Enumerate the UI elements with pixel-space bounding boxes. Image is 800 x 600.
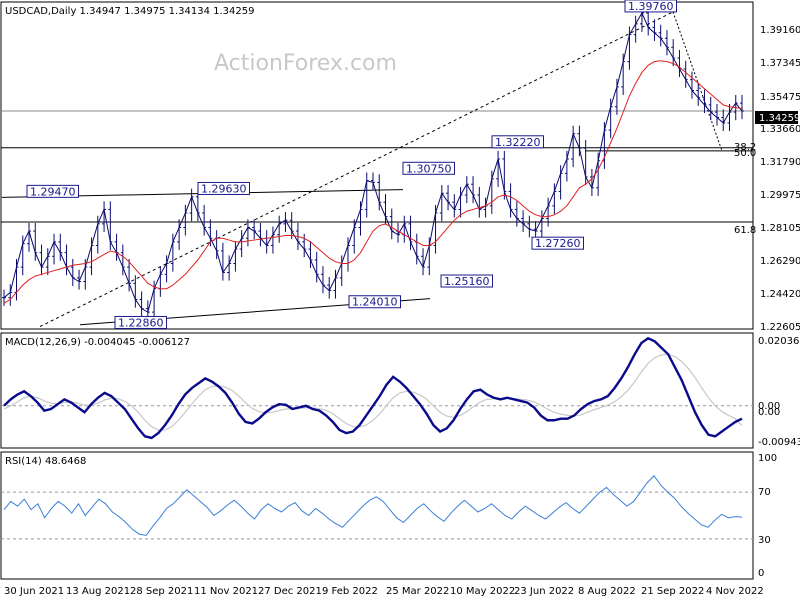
x-tick: 21 Sep 2022 [641, 586, 704, 597]
macd-signal-line [3, 353, 743, 431]
x-tick: 28 Sep 2021 [130, 586, 193, 597]
moving-average-line [3, 60, 743, 304]
fib-label-50: 50.0 [734, 148, 756, 159]
price-annotation-box [440, 274, 493, 288]
macd-plot [1, 336, 753, 440]
price-annotation-label: 1.27260 [535, 237, 581, 250]
macd-tick: -0.009438 [758, 437, 800, 448]
price-annotation-box [624, 0, 677, 13]
price-annotation-box [531, 236, 584, 250]
price-annotation-label: 1.25160 [444, 275, 490, 288]
rsi-tick: 100 [758, 453, 777, 464]
rsi-tick: 30 [758, 535, 771, 546]
price-tick: 1.28105 [760, 223, 800, 234]
fib-label-61: 61.8 [734, 225, 756, 236]
price-annotation-label: 1.22860 [118, 316, 164, 329]
watermark: ActionForex.com [214, 51, 397, 76]
price-tick: 1.24420 [760, 289, 800, 300]
rsi-line [3, 474, 743, 536]
macd-tick: 0.00 [758, 401, 780, 412]
price-tick: 1.33660 [760, 124, 800, 135]
fib-retracement-line [672, 11, 723, 152]
price-header: USDCAD,Daily 1.34947 1.34975 1.34134 1.3… [5, 6, 255, 17]
x-tick: 8 Aug 2022 [578, 586, 636, 597]
price-annotation-label: 1.30750 [406, 162, 452, 175]
rsi-tick: 0 [758, 568, 764, 579]
price-annotation-box [114, 315, 167, 329]
price-tick: 1.29975 [760, 190, 800, 201]
macd-line [3, 336, 743, 440]
x-tick: 23 Jun 2022 [514, 586, 574, 597]
dashed-trendline [39, 11, 674, 328]
price-annotation-box [402, 161, 455, 175]
price-tick: 1.22605 [760, 322, 800, 333]
rsi-header: RSI(14) 48.6468 [5, 456, 86, 467]
price-annotation-box [26, 184, 79, 198]
macd-header: MACD(12,26,9) -0.004045 -0.006127 [5, 337, 190, 348]
x-tick: 4 Nov 2022 [706, 586, 764, 597]
price-tick: 1.35475 [760, 92, 800, 103]
x-tick: 25 Mar 2022 [386, 586, 449, 597]
price-tick: 1.37345 [760, 58, 800, 69]
price-annotation-label: 1.29470 [30, 185, 76, 198]
price-annotation-label: 1.29630 [201, 182, 247, 195]
price-annotation-box [197, 181, 250, 195]
x-tick: 9 Feb 2022 [322, 586, 378, 597]
rsi-plot [1, 474, 753, 540]
x-tick: 27 Dec 2021 [258, 586, 322, 597]
current-price-label: 1.34259 [759, 113, 800, 124]
price-annotation-label: 1.39760 [628, 0, 674, 13]
price-annotation-label: 1.32220 [495, 136, 541, 149]
fib-label-38: 38.2 [734, 142, 756, 153]
price-panel-frame [0, 1, 754, 330]
macd-tick: 0.02036 [758, 336, 799, 347]
price-tick: 1.39160 [760, 25, 800, 36]
price-tick: 1.31790 [760, 157, 800, 168]
price-bars [2, 4, 744, 321]
price-annotations: 1.39760 1.32220 1.30750 1.29630 1.29470 1.272… [26, 0, 677, 329]
price-annotation-box [491, 135, 544, 149]
price-tick: 1.26290 [760, 256, 800, 267]
price-close-line [3, 11, 743, 313]
price-annotation-label: 1.24010 [352, 296, 398, 309]
macd-panel-frame [0, 332, 754, 449]
x-tick: 11 Nov 2021 [194, 586, 258, 597]
current-price-badge [755, 111, 798, 124]
macd-tick: 0.00 [758, 407, 780, 418]
x-tick: 13 Aug 2021 [66, 586, 130, 597]
rsi-panel-frame [0, 451, 754, 580]
x-tick: 10 May 2022 [450, 586, 515, 597]
price-annotation-box [348, 295, 401, 309]
rsi-tick: 70 [758, 487, 771, 498]
x-tick: 30 Jun 2021 [4, 586, 64, 597]
